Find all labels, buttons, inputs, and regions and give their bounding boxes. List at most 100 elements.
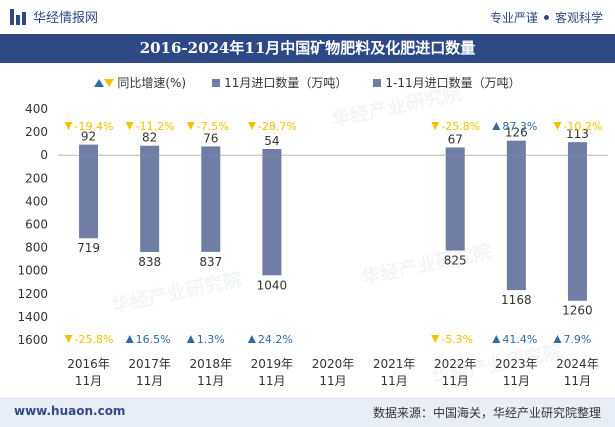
legend-swatch-cumulative <box>373 78 382 87</box>
legend-label-monthly: 11月进口数量（万吨） <box>224 76 348 90</box>
triangle-up-icon <box>492 335 501 343</box>
chart-legend: 同比增速(%) 11月进口数量（万吨） 1-11月进口数量（万吨） <box>0 74 615 91</box>
growth-label-monthly: 87.3% <box>492 120 537 133</box>
x-tick-label: 2020年 <box>312 357 355 371</box>
data-label-monthly: 67 <box>448 132 463 146</box>
growth-label-cumulative-text: 41.4% <box>502 333 537 346</box>
x-tick-label: 2018年 <box>190 357 233 371</box>
legend-swatch-monthly <box>212 78 221 87</box>
data-label-cumulative: 838 <box>138 255 161 269</box>
data-label-cumulative: 1168 <box>501 293 532 307</box>
growth-label-monthly-text: -11.2% <box>136 120 175 133</box>
growth-label-cumulative-text: 24.2% <box>258 333 293 346</box>
legend-label-cumulative: 1-11月进口数量（万吨） <box>385 76 521 90</box>
separator-dot-icon <box>543 15 549 20</box>
bar-monthly <box>445 147 465 156</box>
growth-label-monthly: -28.7% <box>247 120 297 133</box>
website-link[interactable]: www.huaon.com <box>14 404 126 418</box>
growth-label-cumulative: 1.3% <box>186 333 225 346</box>
y-tick-label: 600 <box>25 218 48 232</box>
x-tick-label: 11月 <box>442 374 469 388</box>
growth-label-cumulative-text: -25.8% <box>75 333 114 346</box>
y-tick-label: 0 <box>40 148 48 162</box>
chart-plot: 400 200 0 200 400 600 800 1000 1200 1400 1600 2016年… <box>17 102 608 388</box>
brand-name: 华经情报网 <box>33 11 99 26</box>
growth-label-monthly-text: 87.3% <box>502 120 537 133</box>
y-tick-label: 1600 <box>17 333 48 347</box>
triangle-up-icon <box>186 335 195 343</box>
growth-label-monthly-text: -10.2% <box>563 120 602 133</box>
footer: www.huaon.com 数据来源：中国海关，华经产业研究院整理 <box>0 397 615 427</box>
x-tick-label: 11月 <box>197 374 224 388</box>
triangle-down-icon <box>553 122 562 130</box>
growth-label-cumulative: 41.4% <box>492 333 537 346</box>
growth-label-monthly-text: -7.5% <box>197 120 229 133</box>
x-tick-label: 2022年 <box>434 357 477 371</box>
triangle-down-icon <box>64 335 73 343</box>
data-source: 数据来源：中国海关，华经产业研究院整理 <box>372 406 601 420</box>
triangle-down-icon <box>431 335 440 343</box>
data-label-cumulative: 719 <box>77 241 100 255</box>
growth-label-monthly-text: -25.8% <box>441 120 480 133</box>
growth-label-cumulative-text: -5.3% <box>441 333 473 346</box>
bar-cumulative <box>506 155 526 291</box>
growth-label-cumulative: 16.5% <box>125 333 171 346</box>
logo-icon <box>10 8 26 25</box>
top-bar: 华经情报网 专业严谨 客观科学 <box>0 0 615 34</box>
bar-monthly <box>506 140 526 156</box>
growth-label-cumulative-text: 16.5% <box>136 333 171 346</box>
x-tick-label: 2017年 <box>128 357 171 371</box>
x-tick-label: 11月 <box>503 374 530 388</box>
slogan: 专业严谨 客观科学 <box>490 9 603 26</box>
x-tick-label: 2016年 <box>67 357 110 371</box>
x-tick-label: 11月 <box>380 374 407 388</box>
bar-monthly <box>262 148 282 156</box>
bar-cumulative <box>201 155 221 252</box>
legend-label-growth: 同比增速(%) <box>117 76 187 90</box>
chart-title: 2016-2024年11月中国矿物肥料及化肥进口数量 <box>0 34 615 63</box>
bar-cumulative <box>79 155 99 239</box>
x-tick-label: 11月 <box>319 374 346 388</box>
triangle-down-icon <box>186 122 195 130</box>
data-label-cumulative: 837 <box>199 255 222 269</box>
y-tick-label: 400 <box>25 194 48 208</box>
x-tick-label: 11月 <box>75 374 102 388</box>
growth-label-monthly: -25.8% <box>431 120 480 133</box>
triangle-up-icon <box>94 78 105 87</box>
legend-item-cumulative: 1-11月进口数量（万吨） <box>373 74 521 91</box>
y-tick-label: 1200 <box>17 287 48 301</box>
growth-label-monthly: -7.5% <box>186 120 229 133</box>
x-tick-label: 2024年 <box>556 357 599 371</box>
triangle-down-icon <box>104 78 115 87</box>
legend-item-monthly: 11月进口数量（万吨） <box>212 74 347 91</box>
legend-item-growth: 同比增速(%) <box>94 74 186 91</box>
growth-label-monthly-text: -28.7% <box>258 120 297 133</box>
data-label-cumulative: 825 <box>444 253 467 267</box>
slogan-right: 客观科学 <box>554 11 603 25</box>
growth-label-monthly: -19.4% <box>64 120 114 133</box>
growth-label-cumulative: 24.2% <box>247 333 293 346</box>
bar-cumulative <box>445 155 465 251</box>
growth-label-monthly-text: -19.4% <box>75 120 114 133</box>
y-tick-label: 400 <box>25 102 48 116</box>
brand: 华经情报网 <box>10 7 98 26</box>
y-tick-label: 200 <box>25 125 48 139</box>
growth-label-monthly: -11.2% <box>125 120 175 133</box>
bar-cumulative <box>567 155 587 301</box>
x-tick-label: 2019年 <box>251 357 294 371</box>
bar-monthly <box>79 144 99 156</box>
x-tick-label: 11月 <box>136 374 163 388</box>
triangle-up-icon <box>553 335 562 343</box>
growth-label-monthly: -10.2% <box>553 120 602 133</box>
triangle-up-icon <box>492 122 501 130</box>
triangle-up-icon <box>125 335 134 343</box>
triangle-down-icon <box>247 122 256 130</box>
growth-label-cumulative: 7.9% <box>553 333 591 346</box>
bar-monthly <box>140 145 160 156</box>
y-tick-label: 200 <box>25 171 48 185</box>
data-label-monthly: 54 <box>264 134 279 148</box>
data-label-monthly: 92 <box>81 130 96 144</box>
bar-monthly <box>567 142 587 156</box>
triangle-down-icon <box>64 122 73 130</box>
